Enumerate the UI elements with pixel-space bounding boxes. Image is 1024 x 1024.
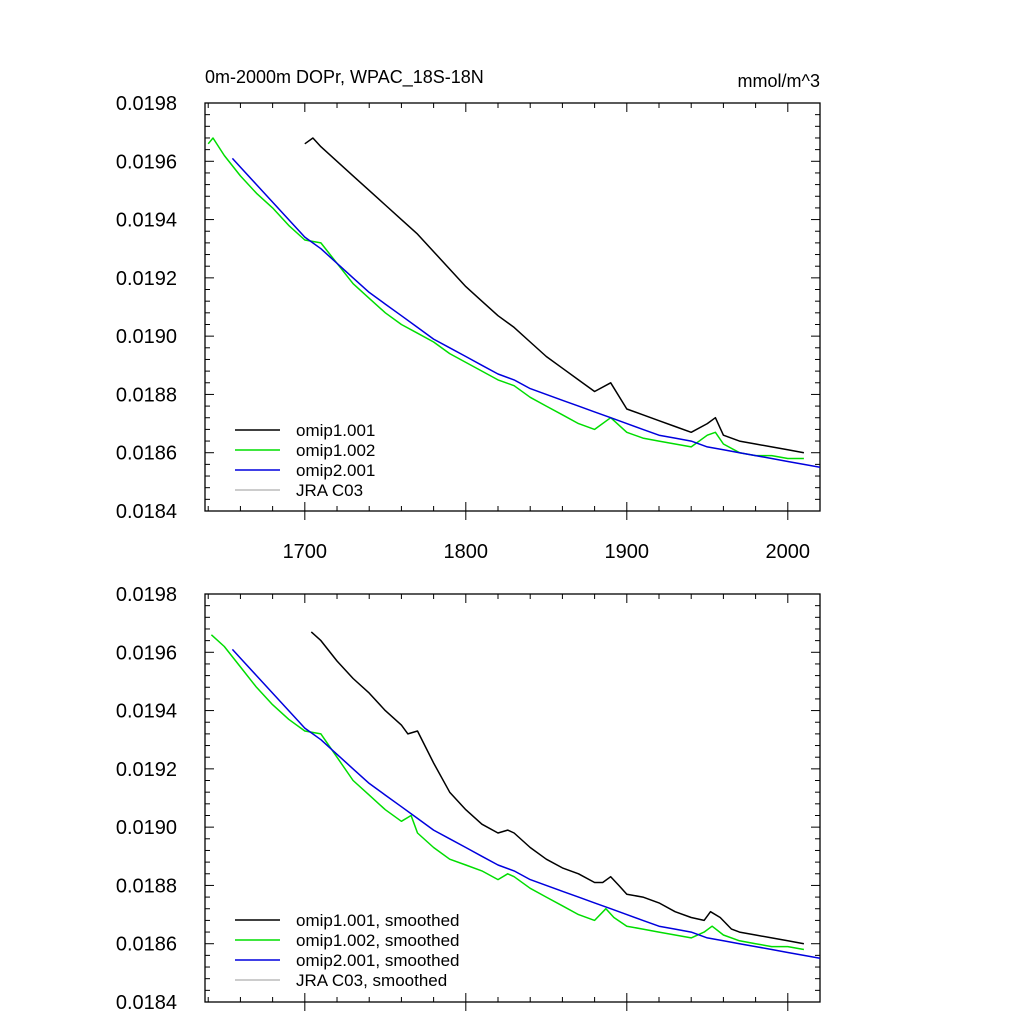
bottom-plot-frame bbox=[204, 593, 821, 1003]
bottom-y-tick-label: 0.0192 bbox=[116, 759, 177, 781]
bottom-y-tick-label: 0.0188 bbox=[116, 875, 177, 897]
top-x-tick-label: 1900 bbox=[605, 541, 650, 563]
bottom-legend-label-3: omip2.001, smoothed bbox=[296, 951, 460, 970]
top-x-tick-label: 1800 bbox=[444, 541, 489, 563]
top-legend-label-1: omip1.001 bbox=[296, 421, 375, 440]
top-y-tick-label: 0.0186 bbox=[116, 443, 177, 465]
top-chart-panel: 0m-2000m DOPr, WPAC_18S-18N mmol/m^3 0.0… bbox=[116, 67, 821, 563]
bottom-y-tick-label: 0.0184 bbox=[116, 992, 177, 1014]
bottom-y-tick-label: 0.0196 bbox=[116, 642, 177, 664]
bottom-legend-label-4: JRA C03, smoothed bbox=[296, 971, 447, 990]
bottom-chart-panel: 0.0184 0.0186 0.0188 0.0190 0.0192 0.0194 0.01… bbox=[116, 584, 821, 1014]
top-chart-units: mmol/m^3 bbox=[738, 71, 820, 91]
top-x-tick-label: 1700 bbox=[283, 541, 328, 563]
top-plot-frame bbox=[204, 102, 821, 512]
top-legend-label-2: omip1.002 bbox=[296, 441, 375, 460]
top-y-tick-label: 0.0194 bbox=[116, 210, 177, 232]
bottom-y-tick-label: 0.0190 bbox=[116, 817, 177, 839]
top-y-tick-label: 0.0188 bbox=[116, 384, 177, 406]
top-chart-title: 0m-2000m DOPr, WPAC_18S-18N bbox=[205, 67, 484, 88]
top-y-tick-label: 0.0184 bbox=[116, 501, 177, 523]
bottom-legend-label-2: omip1.002, smoothed bbox=[296, 931, 460, 950]
bottom-series-line-2 bbox=[210, 634, 805, 951]
top-x-tick-label: 2000 bbox=[766, 541, 811, 563]
top-y-tick-label: 0.0198 bbox=[116, 93, 177, 115]
bottom-series-line-3 bbox=[231, 648, 820, 960]
bottom-series-line-1 bbox=[310, 631, 805, 945]
top-y-tick-label: 0.0196 bbox=[116, 151, 177, 173]
top-series-line-1 bbox=[304, 137, 805, 454]
top-y-tick-label: 0.0192 bbox=[116, 268, 177, 290]
top-legend-label-4: JRA C03 bbox=[296, 481, 363, 500]
bottom-y-tick-label: 0.0194 bbox=[116, 701, 177, 723]
top-series-line-2 bbox=[207, 137, 804, 460]
bottom-y-tick-label: 0.0186 bbox=[116, 934, 177, 956]
top-legend-label-3: omip2.001 bbox=[296, 461, 375, 480]
bottom-y-tick-label: 0.0198 bbox=[116, 584, 177, 606]
bottom-legend-label-1: omip1.001, smoothed bbox=[296, 911, 460, 930]
top-series-line-3 bbox=[231, 157, 820, 469]
top-y-tick-label: 0.0190 bbox=[116, 326, 177, 348]
